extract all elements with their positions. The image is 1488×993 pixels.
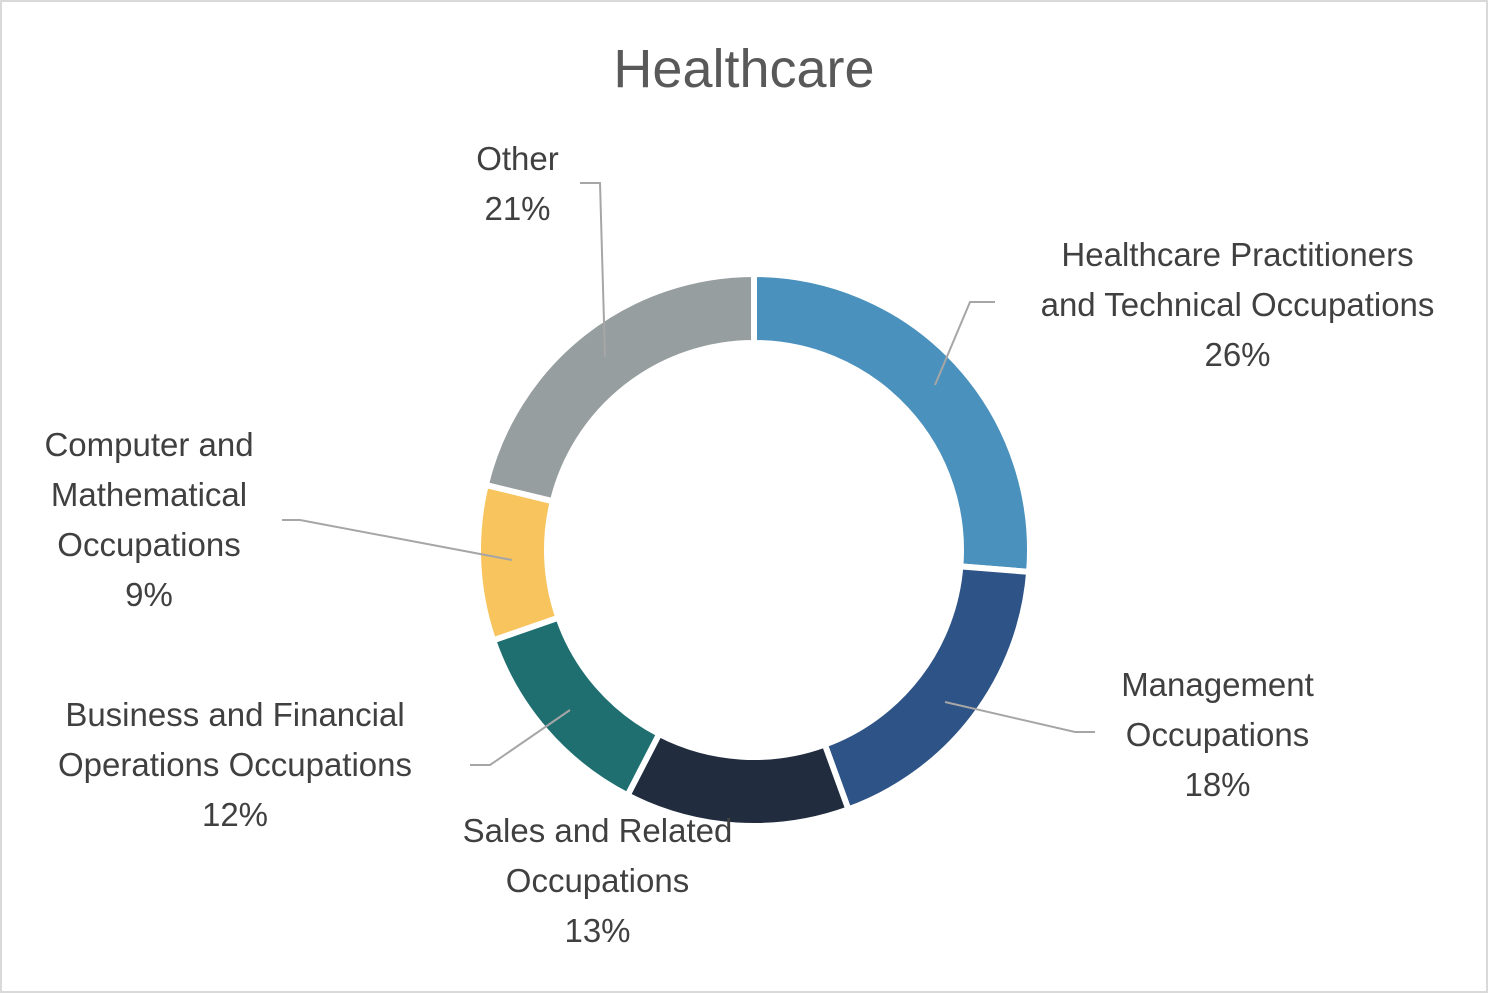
label-line: Management: [1121, 666, 1314, 703]
chart-title: Healthcare: [613, 39, 875, 99]
label-line: Occupations: [505, 862, 690, 899]
doughnut-ring: [475, 270, 1033, 829]
data-label-healthcare-practitioners: Healthcare Practitioners and Technical O…: [1005, 230, 1470, 380]
label-percent: 13%: [564, 912, 631, 949]
doughnut-slice: [475, 481, 563, 645]
label-percent: 21%: [484, 190, 551, 227]
doughnut-slice: [482, 270, 757, 505]
data-label-business-financial: Business and Financial Operations Occupa…: [25, 690, 445, 840]
leader-line-computer-math: [282, 519, 513, 561]
label-line: Other: [476, 140, 559, 177]
leader-lines: [282, 182, 1095, 766]
data-label-other: Other 21%: [455, 134, 580, 234]
label-line: and Technical Occupations: [1040, 286, 1435, 323]
doughnut-slice: [751, 270, 1033, 576]
leader-line-management: [944, 701, 1095, 733]
data-label-computer-math: Computer and Mathematical Occupations 9%: [20, 420, 278, 620]
label-line: Mathematical: [50, 476, 248, 513]
label-line: Healthcare Practitioners: [1061, 236, 1414, 273]
data-label-sales-related: Sales and Related Occupations 13%: [440, 806, 755, 956]
label-line: Business and Financial: [65, 696, 405, 733]
doughnut-slice: [489, 613, 664, 800]
label-line: Operations Occupations: [57, 746, 413, 783]
leader-line-other: [580, 182, 606, 358]
label-percent: 26%: [1204, 336, 1271, 373]
leader-line-business-financial: [470, 709, 571, 766]
label-percent: 12%: [201, 796, 269, 833]
leader-line-healthcare-practitioners: [934, 301, 995, 386]
label-percent: 18%: [1184, 766, 1251, 803]
doughnut-slice: [820, 563, 1033, 814]
label-line: Computer and: [44, 426, 254, 463]
label-percent: 9%: [125, 576, 173, 613]
label-line: Occupations: [1125, 716, 1310, 753]
data-label-management: Management Occupations 18%: [1095, 660, 1340, 810]
label-line: Occupations: [57, 526, 241, 563]
label-line: Sales and Related: [462, 812, 733, 849]
